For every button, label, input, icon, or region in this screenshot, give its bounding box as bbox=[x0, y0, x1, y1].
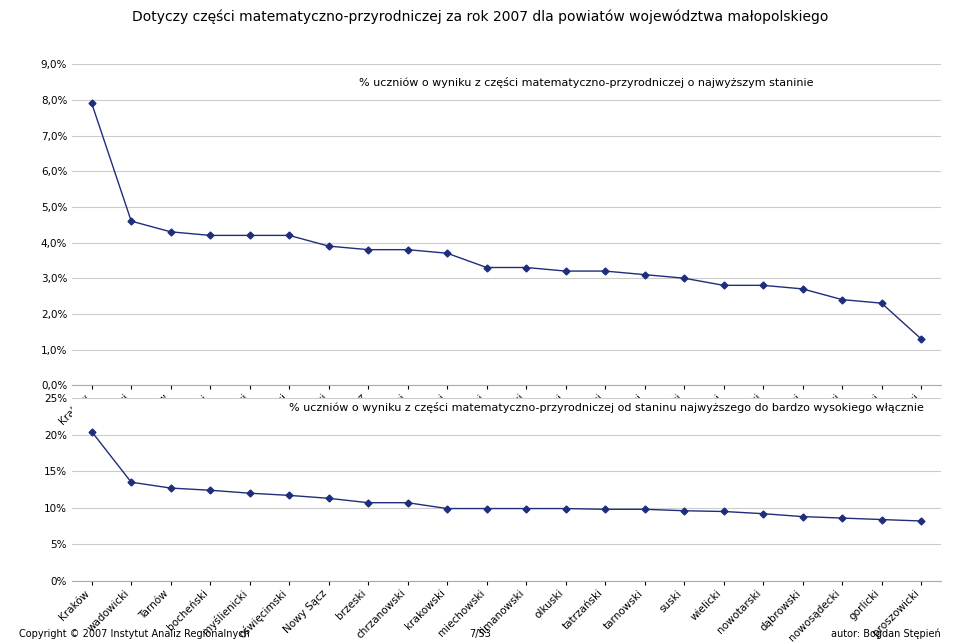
Text: 7/53: 7/53 bbox=[469, 629, 491, 639]
Text: Dotyczy części matematyczno-przyrodniczej za rok 2007 dla powiatów województwa m: Dotyczy części matematyczno-przyrodnicze… bbox=[132, 10, 828, 24]
Text: autor: Bogdan Stępień: autor: Bogdan Stępień bbox=[831, 629, 941, 639]
Text: Copyright © 2007 Instytut Analiz Regionalnych: Copyright © 2007 Instytut Analiz Regiona… bbox=[19, 629, 250, 639]
Text: % uczniów o wyniku z części matematyczno-przyrodniczej o najwyższym staninie: % uczniów o wyniku z części matematyczno… bbox=[359, 77, 813, 88]
Text: % uczniów o wyniku z części matematyczno-przyrodniczej od staninu najwyższego do: % uczniów o wyniku z części matematyczno… bbox=[289, 402, 924, 413]
